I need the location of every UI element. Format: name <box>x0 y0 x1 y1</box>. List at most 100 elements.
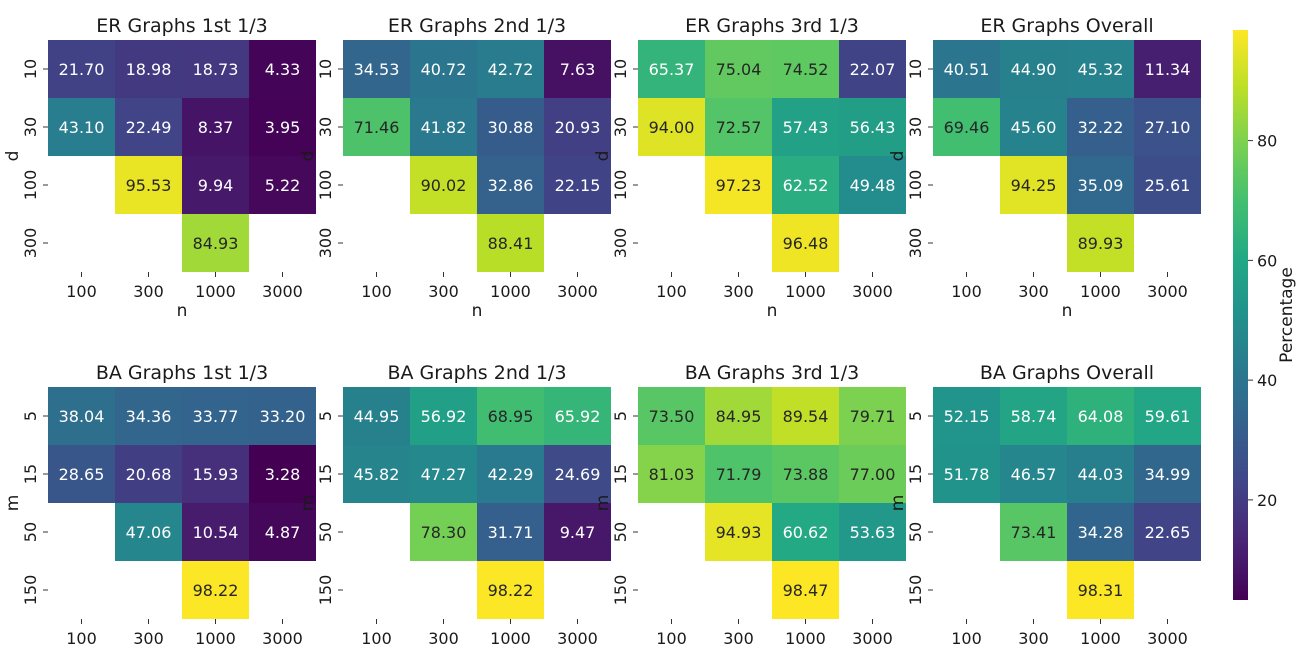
cell-value-label: 49.48 <box>850 176 896 195</box>
cell-value-label: 20.68 <box>126 465 172 484</box>
heatmap-cell <box>477 561 544 619</box>
heatmap-panel-7: BA Graphs 3rd 1/3 73.50 84.95 89.54 79.71 81.… <box>593 362 906 645</box>
cell-value-label: 7.63 <box>560 60 596 79</box>
cell-value-label: 31.71 <box>488 523 534 542</box>
cell-value-label: 34.28 <box>1078 523 1124 542</box>
heatmap-cell <box>544 445 611 503</box>
x-tick-label: 100 <box>66 282 97 301</box>
x-tick-label: 100 <box>656 629 687 645</box>
cell-value-label: 10.54 <box>193 523 239 542</box>
cell-value-label: 42.29 <box>488 465 534 484</box>
heatmap-cell <box>705 156 772 214</box>
heatmap-cell <box>182 561 249 619</box>
cell-value-label: 44.95 <box>354 407 400 426</box>
y-axis-label: d <box>3 151 23 162</box>
heatmap-cell <box>477 503 544 561</box>
cell-value-label: 35.09 <box>1078 176 1124 195</box>
heatmap-cell <box>839 40 906 98</box>
cell-value-label: 4.87 <box>265 523 301 542</box>
cell-value-label: 4.33 <box>265 60 301 79</box>
cell-value-label: 71.79 <box>716 465 762 484</box>
colorbar-label: Percentage <box>1277 267 1297 363</box>
heatmap-cell <box>772 445 839 503</box>
cell-value-label: 58.74 <box>1011 407 1057 426</box>
cell-value-label: 60.62 <box>783 523 829 542</box>
heatmap-cell <box>182 503 249 561</box>
cell-value-label: 22.65 <box>1145 523 1191 542</box>
y-tick-label: 10 <box>316 59 335 79</box>
heatmap-cell <box>249 503 316 561</box>
heatmap-cell <box>249 40 316 98</box>
y-axis-label: m <box>3 495 23 512</box>
heatmap-cell <box>1134 98 1201 156</box>
x-tick-label: 3000 <box>557 282 598 301</box>
heatmap-cell <box>410 387 477 445</box>
cell-value-label: 98.22 <box>488 581 534 600</box>
x-tick-label: 1000 <box>490 629 531 645</box>
panel-title: ER Graphs Overall <box>980 15 1153 37</box>
x-tick-label: 3000 <box>262 629 303 645</box>
cell-value-label: 74.52 <box>783 60 829 79</box>
cell-value-label: 20.93 <box>555 118 601 137</box>
heatmap-cell <box>410 445 477 503</box>
heatmap-cell <box>410 503 477 561</box>
y-axis-label: d <box>593 151 613 162</box>
y-tick-label: 15 <box>21 464 40 484</box>
y-tick-label: 5 <box>316 411 335 421</box>
cell-value-label: 98.31 <box>1078 581 1124 600</box>
heatmap-cell <box>839 98 906 156</box>
cell-value-label: 25.61 <box>1145 176 1191 195</box>
heatmap-cell <box>705 445 772 503</box>
heatmap-cell <box>1067 445 1134 503</box>
y-tick-label: 50 <box>906 522 925 542</box>
cell-value-label: 73.50 <box>649 407 695 426</box>
heatmap-cell <box>1067 214 1134 272</box>
heatmap-cell <box>1000 98 1067 156</box>
x-tick-label: 100 <box>66 629 97 645</box>
cell-value-label: 94.93 <box>716 523 762 542</box>
heatmap-cell <box>182 98 249 156</box>
cell-value-label: 11.34 <box>1145 60 1191 79</box>
x-tick-label: 100 <box>361 282 392 301</box>
y-tick-label: 150 <box>611 575 630 606</box>
x-tick-label: 100 <box>656 282 687 301</box>
cell-value-label: 47.06 <box>126 523 172 542</box>
cell-value-label: 3.28 <box>265 465 301 484</box>
panel-title: BA Graphs 1st 1/3 <box>96 362 268 384</box>
cell-value-label: 15.93 <box>193 465 239 484</box>
cell-value-label: 88.41 <box>488 234 534 253</box>
cell-value-label: 89.54 <box>783 407 829 426</box>
cell-value-label: 9.47 <box>560 523 596 542</box>
heatmap-cell <box>933 445 1000 503</box>
heatmap-cell <box>1067 156 1134 214</box>
heatmap-panel-3: ER Graphs 3rd 1/3 65.37 75.04 74.52 22.07 94.… <box>593 15 906 321</box>
x-tick-label: 1000 <box>785 282 826 301</box>
y-tick-label: 300 <box>906 228 925 259</box>
panel-title: BA Graphs Overall <box>980 362 1154 384</box>
x-tick-label: 1000 <box>1080 629 1121 645</box>
x-tick-label: 300 <box>1018 282 1049 301</box>
cell-value-label: 56.92 <box>421 407 467 426</box>
heatmap-cell <box>933 40 1000 98</box>
cell-value-label: 77.00 <box>850 465 896 484</box>
y-tick-label: 30 <box>316 117 335 137</box>
heatmap-cell <box>638 387 705 445</box>
x-tick-label: 3000 <box>1147 282 1188 301</box>
y-tick-label: 10 <box>21 59 40 79</box>
heatmap-cell <box>477 387 544 445</box>
x-tick-label: 300 <box>723 629 754 645</box>
cell-value-label: 46.57 <box>1011 465 1057 484</box>
x-tick-label: 100 <box>951 629 982 645</box>
heatmap-cell <box>544 156 611 214</box>
heatmap-cell <box>772 214 839 272</box>
panel-title: BA Graphs 2nd 1/3 <box>387 362 566 384</box>
cell-value-label: 62.52 <box>783 176 829 195</box>
x-tick-label: 3000 <box>852 629 893 645</box>
y-axis-label: m <box>298 495 318 512</box>
cell-value-label: 45.32 <box>1078 60 1124 79</box>
x-tick-label: 300 <box>723 282 754 301</box>
y-tick-label: 15 <box>316 464 335 484</box>
cell-value-label: 51.78 <box>944 465 990 484</box>
colorbar-tick-label: 40 <box>1257 371 1277 390</box>
